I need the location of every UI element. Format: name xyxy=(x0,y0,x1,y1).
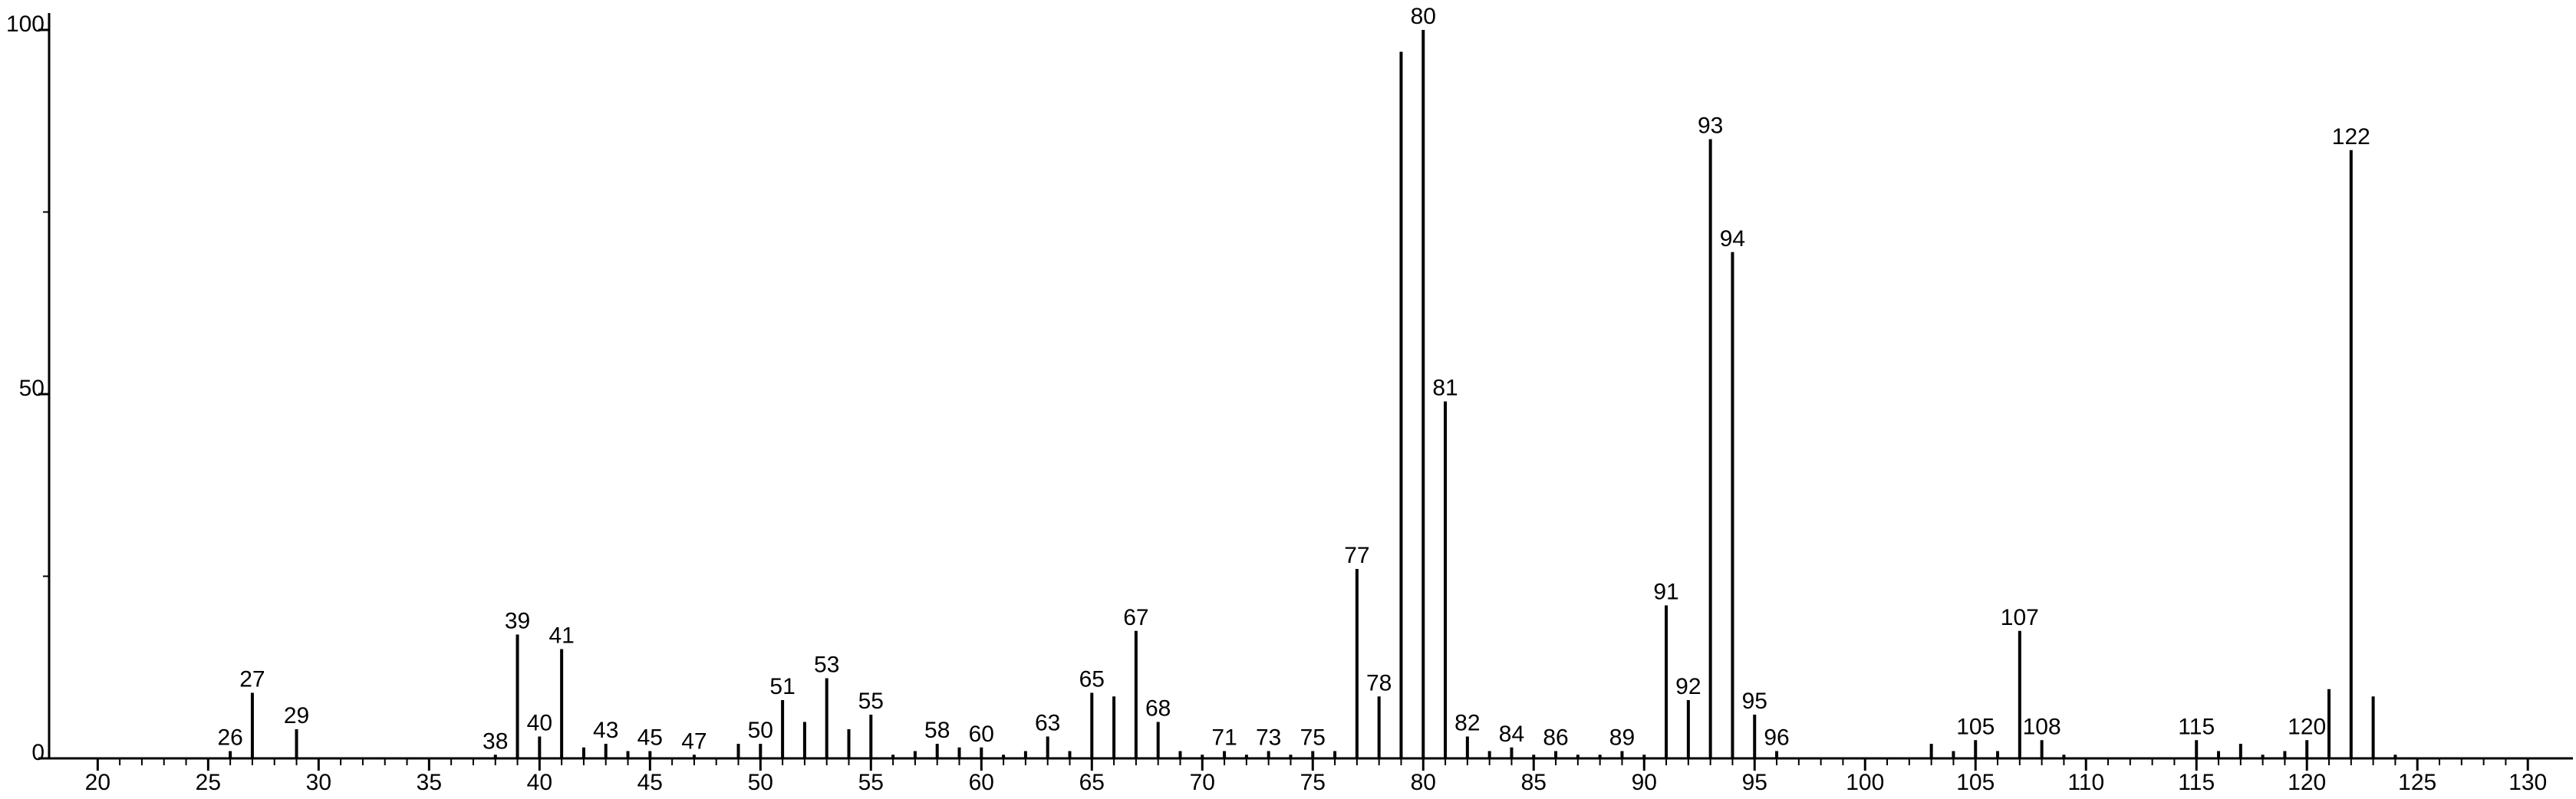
peak-label: 82 xyxy=(1454,711,1480,736)
peak-label: 92 xyxy=(1675,674,1701,699)
x-tick-label: 80 xyxy=(1411,770,1436,795)
peak-label: 75 xyxy=(1300,725,1326,751)
peak-label: 78 xyxy=(1366,670,1392,695)
peak-label: 63 xyxy=(1035,711,1060,736)
x-tick-label: 105 xyxy=(1956,770,1995,795)
peak-label: 77 xyxy=(1344,543,1369,568)
x-tick-label: 85 xyxy=(1521,770,1547,795)
x-tick-label: 75 xyxy=(1300,770,1326,795)
peak-label: 47 xyxy=(681,728,707,754)
peak-label: 27 xyxy=(239,667,265,692)
peak-label: 60 xyxy=(969,722,994,747)
x-tick-label: 130 xyxy=(2508,770,2547,795)
x-tick-label: 40 xyxy=(527,770,552,795)
peak-label: 26 xyxy=(217,725,242,751)
x-tick-label: 60 xyxy=(969,770,994,795)
peak-label: 96 xyxy=(1764,725,1789,751)
peak-label: 41 xyxy=(548,623,574,649)
peak-label: 107 xyxy=(2001,605,2039,630)
peak-label: 91 xyxy=(1653,580,1678,605)
peak-label: 50 xyxy=(748,718,773,743)
x-tick-label: 35 xyxy=(417,770,442,795)
peak-label: 43 xyxy=(593,718,618,743)
peak-label: 29 xyxy=(284,703,309,728)
peak-label: 40 xyxy=(527,711,552,736)
peak-label: 80 xyxy=(1411,4,1436,29)
x-tick-label: 110 xyxy=(2067,770,2104,795)
x-tick-label: 20 xyxy=(85,770,110,795)
peak-label: 65 xyxy=(1079,667,1105,692)
peak-label: 55 xyxy=(858,689,884,714)
peak-label: 71 xyxy=(1211,725,1237,751)
peak-label: 95 xyxy=(1742,689,1767,714)
peak-label: 105 xyxy=(1956,714,1995,739)
peak-label: 108 xyxy=(2023,714,2061,739)
peak-label: 86 xyxy=(1543,725,1568,751)
x-tick-label: 90 xyxy=(1632,770,1657,795)
peak-label: 81 xyxy=(1432,376,1458,401)
peak-label: 58 xyxy=(924,718,950,743)
x-tick-label: 100 xyxy=(1846,770,1884,795)
peak-label: 51 xyxy=(769,674,795,699)
peak-label: 93 xyxy=(1698,113,1723,139)
peak-label: 94 xyxy=(1720,226,1745,252)
x-tick-label: 45 xyxy=(637,770,663,795)
y-tick-label: 0 xyxy=(31,740,44,765)
peak-label: 68 xyxy=(1145,696,1171,722)
peak-label: 120 xyxy=(2288,714,2326,739)
peak-label: 45 xyxy=(637,725,663,751)
y-tick-label: 50 xyxy=(19,376,44,401)
peak-label: 122 xyxy=(2332,124,2370,150)
x-tick-label: 25 xyxy=(196,770,221,795)
x-tick-label: 115 xyxy=(2178,770,2215,795)
x-tick-label: 50 xyxy=(748,770,773,795)
x-tick-label: 95 xyxy=(1742,770,1767,795)
peak-label: 67 xyxy=(1123,605,1148,630)
x-tick-label: 65 xyxy=(1079,770,1105,795)
peak-label: 89 xyxy=(1609,725,1635,751)
peak-label: 115 xyxy=(2178,714,2215,739)
peak-label: 53 xyxy=(814,653,839,678)
y-tick-label: 100 xyxy=(6,12,44,37)
peak-label: 84 xyxy=(1499,722,1524,747)
x-tick-label: 120 xyxy=(2288,770,2326,795)
peak-label: 38 xyxy=(483,728,508,754)
peak-label: 39 xyxy=(505,609,530,634)
peak-label: 73 xyxy=(1256,725,1281,751)
x-tick-label: 125 xyxy=(2398,770,2436,795)
x-tick-label: 55 xyxy=(858,770,884,795)
x-tick-label: 70 xyxy=(1190,770,1215,795)
x-tick-label: 30 xyxy=(306,770,331,795)
